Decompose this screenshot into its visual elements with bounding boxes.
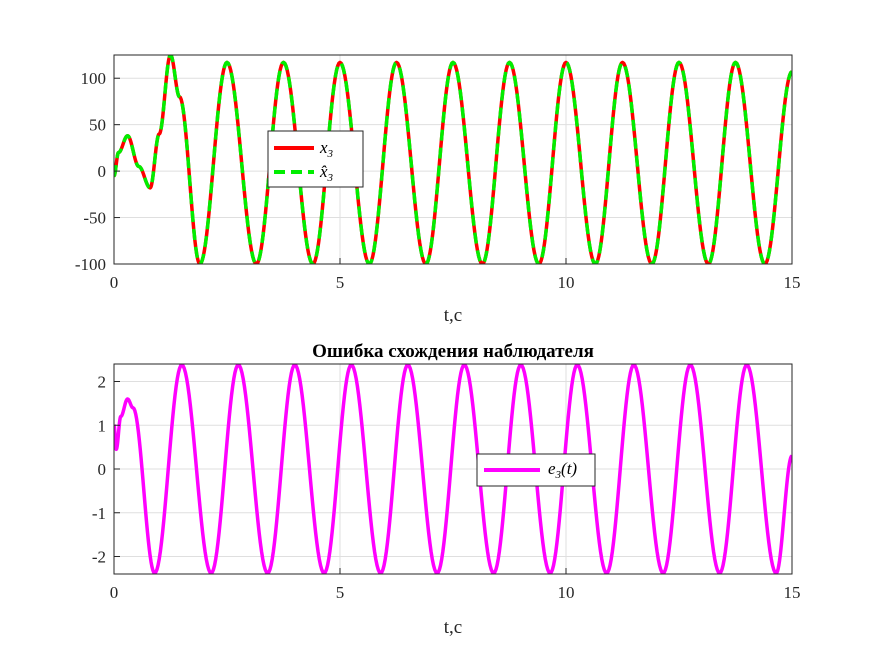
top-axes: 0 5 10 15 -100 -50 0 50 100 t,c x3 x̂3 [75, 54, 801, 326]
bottom-xtick-label: 10 [558, 583, 575, 602]
legend-x3-label: x3 [319, 138, 334, 160]
top-ytick-label: -50 [83, 209, 106, 228]
top-xtick-label: 10 [558, 273, 575, 292]
bottom-series [114, 364, 792, 574]
top-xtick-label: 15 [784, 273, 801, 292]
bottom-ytick-label: -1 [92, 504, 106, 523]
top-xtick-label: 0 [110, 273, 119, 292]
top-ytick-label: 0 [98, 162, 107, 181]
top-ticks: 0 5 10 15 -100 -50 0 50 100 [75, 69, 801, 292]
top-plot-area [114, 55, 792, 264]
bottom-ticks: 0 5 10 15 -2 -1 0 1 2 [92, 373, 801, 603]
top-ytick-label: 50 [89, 116, 106, 135]
top-legend-box [267, 130, 364, 188]
legend-e3-label: e3(t) [548, 459, 577, 481]
series-line-e3t [114, 364, 792, 574]
bottom-axes: Ошибка схождения наблюдателя 0 5 10 15-2-10… [92, 341, 801, 638]
top-ytick-label: 100 [81, 69, 107, 88]
legend-x3hat-label: x̂3 [319, 162, 334, 184]
top-axes-box [113, 54, 793, 265]
top-xlabel: t,c [444, 305, 462, 326]
bottom-ytick-label: 1 [98, 416, 107, 435]
top-ytick-label: -100 [75, 255, 106, 274]
bottom-xtick-label: 5 [336, 583, 345, 602]
bottom-legend: e3(t) [476, 453, 596, 487]
top-xtick-label: 5 [336, 273, 345, 292]
bottom-ytick-label: 2 [98, 373, 107, 392]
top-legend: x3 x̂3 [267, 130, 364, 188]
bottom-title: Ошибка схождения наблюдателя [312, 341, 594, 362]
series-line-x3-hat [114, 55, 792, 264]
bottom-ytick-label: 0 [98, 460, 107, 479]
bottom-ytick-label: -2 [92, 548, 106, 567]
bottom-xtick-label: 0 [110, 583, 119, 602]
top-series [114, 55, 792, 264]
bottom-xlabel: t,c [444, 617, 462, 638]
bottom-xtick-label: 15 [784, 583, 801, 602]
